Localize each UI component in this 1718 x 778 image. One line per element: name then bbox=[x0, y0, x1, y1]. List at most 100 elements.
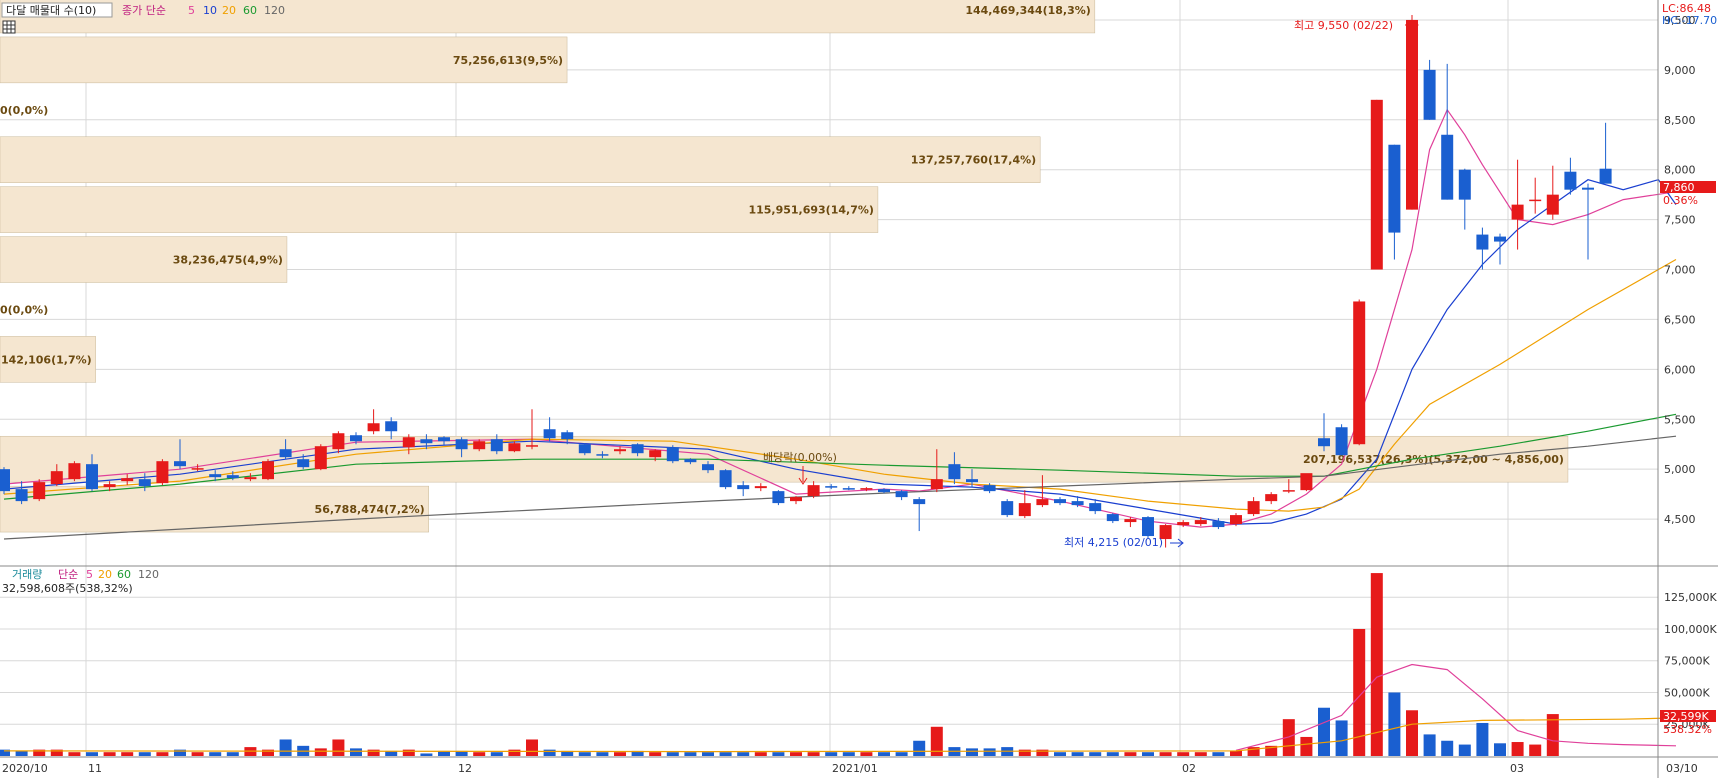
volume-bar bbox=[1089, 752, 1102, 756]
legend-top: 다달 매물대 수(10) 종가 단순 5 10 20 60 120 bbox=[1, 2, 285, 34]
candle-body bbox=[1282, 490, 1295, 492]
price-tick-label: 8,000 bbox=[1664, 164, 1696, 177]
candle-body bbox=[138, 479, 151, 487]
candle-body bbox=[948, 464, 961, 480]
candle-body bbox=[314, 446, 327, 470]
volume-period-60: 60 bbox=[117, 568, 131, 581]
volume-bar bbox=[1054, 752, 1066, 756]
candle-body bbox=[737, 485, 750, 490]
volume-bar bbox=[420, 753, 433, 756]
candle-body bbox=[754, 486, 767, 489]
volume-bar bbox=[350, 748, 362, 756]
candle-body bbox=[649, 450, 662, 458]
volume-profile-label: 75,256,613(9,5%) bbox=[453, 54, 563, 67]
candle-body bbox=[1124, 519, 1137, 523]
volume-bar bbox=[1441, 740, 1454, 756]
volume-bar bbox=[1230, 750, 1242, 756]
volume-profile-label: 0(0,0%) bbox=[0, 104, 48, 117]
price-tick-label: 6,000 bbox=[1664, 363, 1696, 376]
volume-bar bbox=[1546, 714, 1559, 756]
volume-bar bbox=[684, 752, 697, 756]
candle-body bbox=[68, 463, 81, 480]
volume-bar bbox=[174, 749, 186, 756]
candle-body bbox=[1388, 144, 1401, 233]
price-tick-label: 5,500 bbox=[1664, 413, 1696, 426]
volume-profile-label: 0(0,0%) bbox=[0, 303, 48, 316]
candle-body bbox=[420, 439, 433, 444]
candle-body bbox=[508, 443, 521, 452]
candle-body bbox=[15, 489, 28, 502]
high-annotation: 최고 9,550 (02/22) bbox=[1294, 19, 1393, 32]
volume-bar bbox=[1177, 752, 1190, 756]
ma-line-5 bbox=[3, 108, 1677, 528]
volume-bar bbox=[1511, 742, 1524, 756]
current-price-tag bbox=[1660, 181, 1716, 193]
candle-body bbox=[1142, 517, 1154, 537]
price-tick-label: 8,500 bbox=[1664, 114, 1696, 127]
candle-body bbox=[33, 482, 46, 500]
hc-label: HC:-17.70 bbox=[1662, 14, 1717, 27]
volume-bar bbox=[614, 752, 626, 756]
candle-body bbox=[860, 488, 873, 490]
price-tick-label: 9,000 bbox=[1664, 64, 1696, 77]
candle-body bbox=[209, 474, 222, 478]
volume-bar bbox=[631, 750, 644, 756]
x-tick-label: 03 bbox=[1510, 762, 1524, 775]
candle-body bbox=[385, 421, 398, 432]
candle-body bbox=[279, 449, 292, 458]
volume-bar bbox=[666, 752, 679, 756]
candle-body bbox=[1335, 427, 1348, 456]
candle-body bbox=[1476, 234, 1489, 250]
volume-bar bbox=[1370, 573, 1383, 756]
volume-bar bbox=[1036, 749, 1049, 756]
volume-bar bbox=[262, 749, 274, 756]
legend-price-label: 종가 단순 bbox=[122, 4, 166, 17]
candle-body bbox=[103, 484, 116, 488]
volume-bar bbox=[86, 752, 98, 756]
volume-period-120: 120 bbox=[138, 568, 159, 581]
candle-body bbox=[913, 499, 926, 505]
candle-body bbox=[473, 441, 486, 450]
legend-box[interactable] bbox=[1, 2, 113, 18]
candle-body bbox=[1564, 171, 1577, 190]
volume-bar bbox=[1318, 707, 1330, 756]
volume-bar bbox=[878, 752, 890, 756]
volume-bar bbox=[1071, 752, 1084, 756]
candle-body bbox=[702, 464, 714, 471]
volume-bar bbox=[455, 750, 468, 756]
legend-period-5: 5 bbox=[188, 4, 195, 17]
candle-body bbox=[1318, 438, 1330, 447]
volume-bar bbox=[1476, 722, 1489, 756]
volume-bars bbox=[0, 573, 1677, 756]
volume-profile-bar bbox=[0, 136, 1041, 183]
volume-bar bbox=[1353, 628, 1366, 756]
volume-bar bbox=[1212, 752, 1225, 756]
volume-bar bbox=[473, 752, 486, 756]
volume-bar bbox=[983, 748, 996, 756]
volume-legend-label: 거래량 bbox=[12, 568, 42, 581]
table-icon[interactable] bbox=[2, 20, 16, 34]
volume-bar bbox=[895, 752, 908, 756]
legend-bottom: 거래량 단순 5 20 60 120 32,598,608주(538,32%) bbox=[2, 568, 159, 595]
volume-bar bbox=[842, 752, 855, 756]
volume-bar bbox=[930, 726, 943, 756]
volume-tick-label: 75,000K bbox=[1664, 655, 1710, 668]
candle-body bbox=[1353, 301, 1366, 445]
candle-body bbox=[807, 485, 820, 497]
candle-body bbox=[1018, 503, 1031, 517]
volume-bar bbox=[772, 752, 785, 756]
candle-body bbox=[1441, 134, 1454, 200]
volume-bar bbox=[737, 752, 750, 756]
volume-profile-label: 115,951,693(14,7%) bbox=[748, 204, 873, 217]
candle-body bbox=[1423, 69, 1436, 120]
volume-bar bbox=[1124, 752, 1137, 756]
low-arrow-icon bbox=[1170, 538, 1184, 548]
candle-body bbox=[1001, 501, 1014, 516]
volume-period-5: 5 bbox=[86, 568, 93, 581]
candle-body bbox=[438, 437, 450, 442]
candle-body bbox=[1494, 236, 1506, 242]
candle-body bbox=[966, 479, 978, 483]
volume-period-20: 20 bbox=[98, 568, 112, 581]
volume-bar bbox=[103, 752, 116, 756]
